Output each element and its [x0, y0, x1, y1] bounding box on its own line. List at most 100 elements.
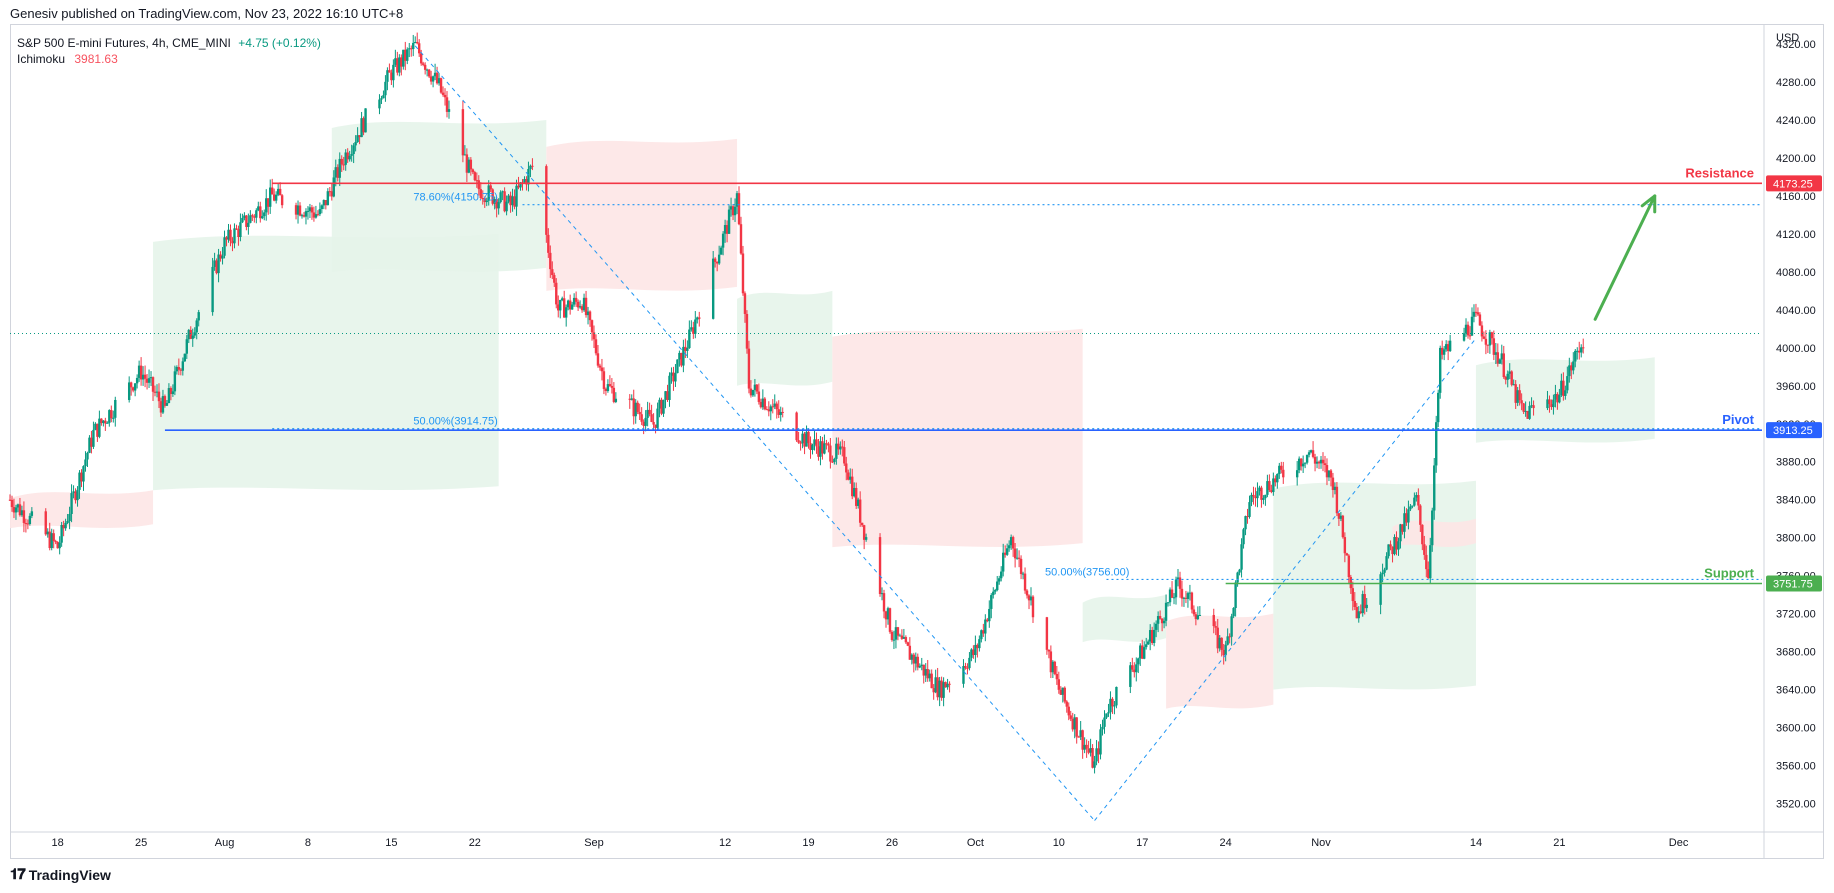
candle-body [1230, 616, 1233, 637]
candle-body [243, 215, 246, 218]
candle-body [711, 258, 715, 319]
candle-636 [1486, 344, 1490, 354]
candle-233 [555, 278, 558, 309]
candle-body [555, 282, 558, 305]
candle-263 [614, 392, 618, 404]
candle-body [779, 411, 782, 415]
candle-body [938, 680, 941, 698]
candle-body [1262, 498, 1265, 500]
candle-body [856, 499, 860, 506]
candle-body [320, 205, 324, 210]
candle-body [1425, 554, 1428, 570]
candle-655 [1524, 401, 1527, 417]
candle-body [566, 300, 570, 308]
candle-575 [1341, 514, 1345, 539]
candle-499 [1166, 602, 1170, 607]
candle-body [86, 452, 89, 460]
candle-body [882, 593, 886, 612]
candle-323 [757, 383, 761, 405]
candle-282 [664, 390, 667, 409]
candle-454 [1065, 700, 1068, 713]
candle-648 [1510, 370, 1513, 387]
candle-body [803, 433, 806, 447]
candle-body [183, 353, 187, 362]
candle-16 [52, 529, 55, 549]
candle-body [294, 205, 298, 215]
candle-570 [1331, 472, 1335, 498]
candle-88 [219, 251, 222, 262]
candle-275 [650, 404, 653, 423]
candle-526 [1232, 607, 1235, 619]
candle-582 [1355, 602, 1358, 619]
candle-364 [851, 468, 854, 500]
candle-body [1272, 478, 1275, 493]
candle-body [582, 297, 586, 311]
candle-465 [1087, 740, 1090, 755]
candle-body [1141, 645, 1144, 659]
candle-229 [547, 228, 550, 258]
candle-body [26, 523, 30, 525]
candle-297 [694, 311, 697, 339]
candle-body [763, 398, 767, 410]
candle-body [108, 410, 111, 423]
candle-480 [1129, 661, 1132, 694]
candle-85 [213, 252, 216, 271]
candle-273 [646, 401, 649, 427]
tradingview-logo[interactable]: 𝟏𝟕 TradingView [10, 866, 111, 883]
candle-body [715, 261, 719, 264]
candle-body [104, 420, 107, 424]
candle-640 [1494, 343, 1498, 364]
candle-360 [843, 440, 846, 466]
candle-body [332, 177, 335, 197]
candle-body [153, 391, 157, 393]
candle-423 [992, 587, 995, 599]
candle-594 [1391, 546, 1394, 563]
candle-body [253, 216, 256, 218]
arrow-shaft [1593, 194, 1657, 321]
candle-body [509, 195, 512, 206]
candle-432 [1009, 534, 1013, 550]
candle-body [735, 193, 739, 207]
candle-253 [594, 334, 598, 356]
candle-body [139, 365, 143, 380]
candle-body [1582, 347, 1585, 349]
candle-404 [942, 677, 945, 707]
candle-396 [926, 659, 929, 682]
candle-386 [906, 641, 910, 647]
candle-424 [994, 588, 997, 595]
candle-618 [1439, 345, 1442, 399]
candle-body [1327, 470, 1331, 478]
key-levels: Resistance Pivot Support [164, 165, 1762, 585]
candle-399 [932, 684, 935, 700]
candle-339 [801, 428, 804, 449]
candle-body [930, 673, 933, 689]
candle-body [1015, 557, 1019, 559]
candle-body [845, 463, 848, 473]
candle-264 [628, 394, 631, 409]
candle-556 [1303, 462, 1307, 469]
candle-body [817, 446, 820, 457]
candle-body [443, 94, 447, 98]
candle-body [1278, 465, 1281, 475]
candle-524 [1228, 633, 1231, 644]
candle-body [1331, 477, 1335, 490]
candle-418 [982, 623, 985, 637]
candle-body [855, 487, 858, 506]
candle-661 [1548, 395, 1551, 413]
y-tick-label: 3600.00 [1776, 723, 1816, 735]
candle-519 [1218, 635, 1221, 652]
candle-body [110, 410, 113, 419]
candle-body [350, 154, 353, 156]
candle-215 [507, 193, 510, 204]
candle-445 [1047, 649, 1051, 659]
symbol-title: S&P 500 E-mini Futures, 4h, CME_MINI [17, 36, 231, 50]
candle-410 [966, 663, 969, 675]
candle-body [853, 487, 856, 497]
candle-body [131, 387, 135, 391]
candle-body [135, 377, 139, 384]
candle-312 [735, 190, 739, 215]
candle-body [964, 666, 967, 668]
candle-body [1478, 314, 1482, 326]
candle-628 [1470, 307, 1474, 336]
